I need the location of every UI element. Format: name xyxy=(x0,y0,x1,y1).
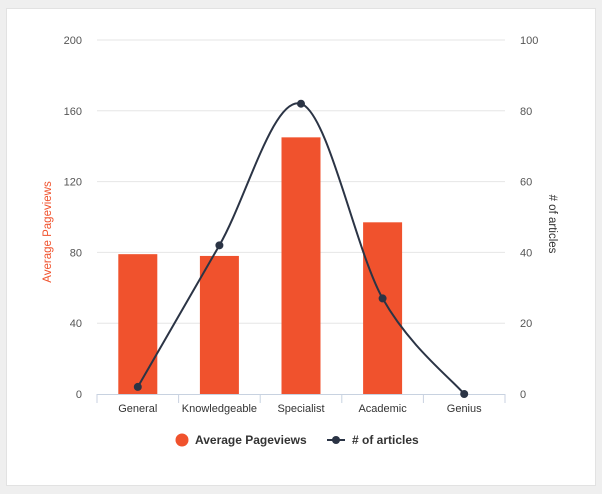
y-left-tick-label: 80 xyxy=(70,247,82,259)
line-point xyxy=(133,382,142,391)
x-tick-label: Academic xyxy=(358,403,407,415)
y-left-tick-label: 120 xyxy=(64,177,82,189)
y-right-tick-label: 60 xyxy=(520,177,532,189)
line-point xyxy=(297,99,305,108)
x-tick-label: Knowledgeable xyxy=(182,403,257,415)
legend-line-marker xyxy=(332,436,340,444)
legend-line-label: # of articles xyxy=(352,433,419,447)
y-axis-left-title: Average Pageviews xyxy=(42,181,54,283)
y-right-tick-label: 80 xyxy=(520,106,532,118)
legend-item-line[interactable]: # of articles xyxy=(327,433,419,447)
bar xyxy=(118,254,158,394)
bar xyxy=(363,222,403,394)
legend-bar-label: Average Pageviews xyxy=(195,433,307,447)
chart-container: General Knowledgeable Specialist Academic Ge… xyxy=(6,8,596,486)
y-right-tick-label: 0 xyxy=(520,389,526,401)
legend-item-bars[interactable]: Average Pageviews xyxy=(175,433,307,447)
y-axis-right-title: # of articles xyxy=(546,195,558,254)
x-axis: General Knowledgeable Specialist Academic Ge… xyxy=(96,394,506,415)
line-point xyxy=(460,390,469,398)
y-axis-right: 0 20 40 60 80 100 xyxy=(520,35,538,401)
bar xyxy=(281,137,321,394)
y-left-tick-label: 40 xyxy=(70,318,82,330)
combo-chart: General Knowledgeable Specialist Academic Ge… xyxy=(42,35,558,447)
bar xyxy=(199,255,239,394)
y-right-tick-label: 20 xyxy=(520,318,532,330)
x-tick-label: Specialist xyxy=(277,403,324,415)
y-left-tick-label: 0 xyxy=(76,389,82,401)
y-left-tick-label: 160 xyxy=(64,106,82,118)
x-tick-label: Genius xyxy=(447,403,482,415)
y-left-tick-label: 200 xyxy=(64,35,82,47)
line-series xyxy=(133,99,469,398)
x-tick-label: General xyxy=(118,403,157,415)
line-point xyxy=(215,241,224,250)
line-point xyxy=(378,294,387,303)
y-right-tick-label: 40 xyxy=(520,247,532,259)
y-axis-left: 0 40 80 120 160 200 xyxy=(64,35,82,401)
y-right-tick-label: 100 xyxy=(520,35,538,47)
legend-bar-swatch xyxy=(175,433,189,447)
bar-series xyxy=(118,137,403,394)
legend: Average Pageviews # of articles xyxy=(175,433,419,447)
